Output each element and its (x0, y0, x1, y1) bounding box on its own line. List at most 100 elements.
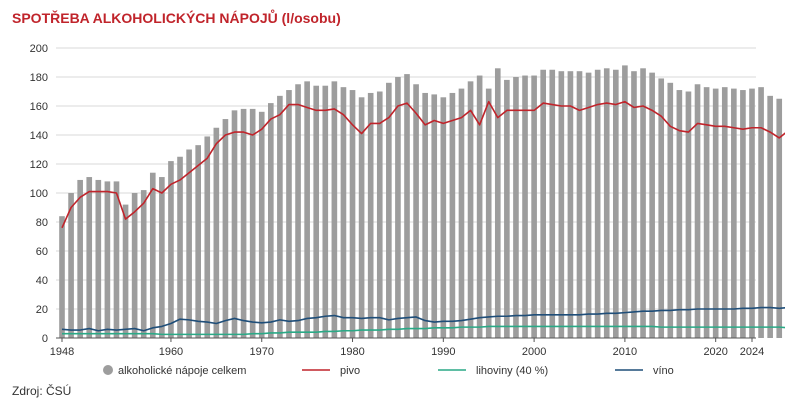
bar (249, 108, 256, 339)
bar (558, 71, 565, 338)
y-tick-label: 80 (36, 217, 48, 229)
x-tick-label: 2020 (703, 346, 727, 358)
legend-label: víno (653, 365, 674, 377)
x-tick-label: 1960 (159, 346, 183, 358)
bar (504, 79, 510, 339)
source-note: Zdroj: ČSÚ (12, 384, 72, 398)
bar (304, 81, 310, 338)
bar (440, 97, 447, 338)
bar (585, 72, 592, 339)
bar (313, 85, 320, 338)
y-tick-label: 100 (30, 188, 48, 200)
y-tick-label: 60 (36, 246, 48, 258)
bar (767, 95, 773, 338)
bar (549, 69, 556, 338)
bar (140, 190, 147, 338)
bar (95, 179, 102, 338)
bar (776, 98, 783, 338)
bar (513, 77, 519, 338)
bar (522, 75, 528, 339)
bar (485, 88, 492, 338)
bar (731, 88, 737, 338)
bar (449, 92, 456, 338)
bar (113, 181, 120, 338)
bar (567, 71, 574, 338)
x-tick-label: 1948 (50, 346, 74, 358)
bar (104, 181, 111, 338)
bar (676, 90, 683, 338)
x-tick-label: 1970 (249, 346, 273, 358)
bar (86, 177, 93, 338)
bar (122, 204, 129, 338)
bar (494, 68, 501, 339)
bar (667, 82, 674, 338)
bar (603, 68, 610, 339)
legend-swatch (103, 365, 113, 375)
bar (395, 77, 401, 338)
y-tick-label: 0 (42, 333, 48, 345)
bar (231, 110, 238, 338)
y-tick-label: 20 (36, 304, 48, 316)
legend-label: lihoviny (40 %) (476, 365, 548, 377)
bar (631, 71, 637, 338)
y-tick-label: 160 (30, 101, 48, 113)
y-tick-label: 120 (30, 159, 48, 171)
bar (758, 87, 764, 339)
bar (340, 87, 347, 339)
x-tick-label: 2010 (613, 346, 637, 358)
bar (222, 119, 229, 338)
series-line (61, 306, 785, 332)
bar (694, 84, 701, 338)
y-tick-label: 140 (30, 130, 48, 142)
bar (658, 78, 665, 338)
x-tick-label: 1980 (340, 346, 364, 358)
bar (159, 177, 165, 338)
bar (331, 81, 338, 338)
bar (367, 92, 374, 338)
chart-title: SPOTŘEBA ALKOHOLICKÝCH NÁPOJŮ (l/osobu) (12, 10, 341, 26)
series-line (61, 100, 785, 229)
x-tick-label: 2024 (740, 346, 764, 358)
y-tick-label: 200 (30, 43, 48, 55)
bar (177, 156, 183, 338)
bar (386, 82, 392, 338)
bar (213, 127, 220, 338)
bar (622, 65, 628, 339)
bar (258, 111, 265, 338)
y-tick-label: 40 (36, 275, 48, 287)
bar (149, 172, 156, 338)
bar (422, 92, 428, 338)
bar (240, 108, 247, 339)
bar (404, 74, 410, 338)
legend-label: pivo (340, 365, 360, 377)
bar (431, 94, 438, 339)
bar (277, 95, 283, 338)
y-tick-label: 180 (30, 72, 48, 84)
bar (286, 90, 292, 338)
bar (322, 85, 329, 338)
series-line (62, 325, 785, 336)
bar (59, 216, 65, 338)
bar (376, 91, 383, 338)
bar (413, 84, 419, 338)
bar (195, 145, 201, 338)
bar (749, 88, 755, 338)
bar (576, 71, 583, 338)
bar (476, 75, 483, 339)
bar (77, 179, 83, 338)
bar (531, 75, 537, 339)
bar (458, 88, 465, 338)
bar (712, 88, 719, 338)
bar (68, 193, 74, 338)
bar (594, 69, 601, 338)
bar (721, 87, 728, 339)
legend-label: alkoholické nápoje celkem (118, 365, 246, 377)
bar (204, 136, 211, 338)
bar (131, 193, 138, 338)
x-tick-label: 1990 (431, 346, 455, 358)
bar (703, 87, 710, 339)
bar (640, 68, 646, 339)
bar (649, 72, 655, 339)
bar (685, 91, 692, 338)
